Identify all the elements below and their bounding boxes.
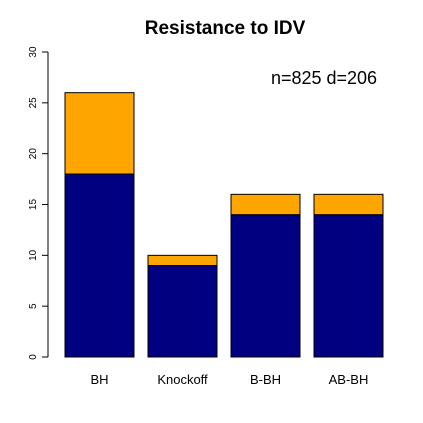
y-tick-label: 5 (28, 303, 39, 309)
y-tick-label: 0 (28, 354, 39, 360)
bar-bh-segment-2 (64, 92, 135, 175)
y-tick-label: 20 (28, 148, 39, 160)
y-axis: 0 5 10 15 20 25 30 (28, 46, 49, 360)
y-tick-label: 25 (28, 97, 39, 109)
y-tick-label: 30 (28, 46, 39, 58)
chart-title: Resistance to IDV (145, 18, 306, 39)
bar-knockoff-segment-2 (147, 254, 218, 266)
bar-ab-bh-segment-2 (313, 193, 384, 216)
x-tick-label: BH (90, 372, 108, 387)
bar-b-bh-segment-2 (230, 193, 301, 216)
y-tick-label: 15 (28, 199, 39, 211)
chart-annotation: n=825 d=206 (271, 68, 377, 88)
bar-ab-bh-segment-1 (313, 214, 384, 358)
bar-knockoff-segment-1 (147, 265, 218, 358)
x-tick-label: B-BH (250, 372, 281, 387)
x-tick-label: Knockoff (157, 372, 208, 387)
bar-bh-segment-1 (64, 173, 135, 358)
x-axis-labels: BH Knockoff B-BH AB-BH (90, 372, 368, 387)
y-tick-label: 10 (28, 249, 39, 261)
bars-group (64, 92, 384, 358)
bar-b-bh-segment-1 (230, 214, 301, 358)
x-tick-label: AB-BH (329, 372, 369, 387)
